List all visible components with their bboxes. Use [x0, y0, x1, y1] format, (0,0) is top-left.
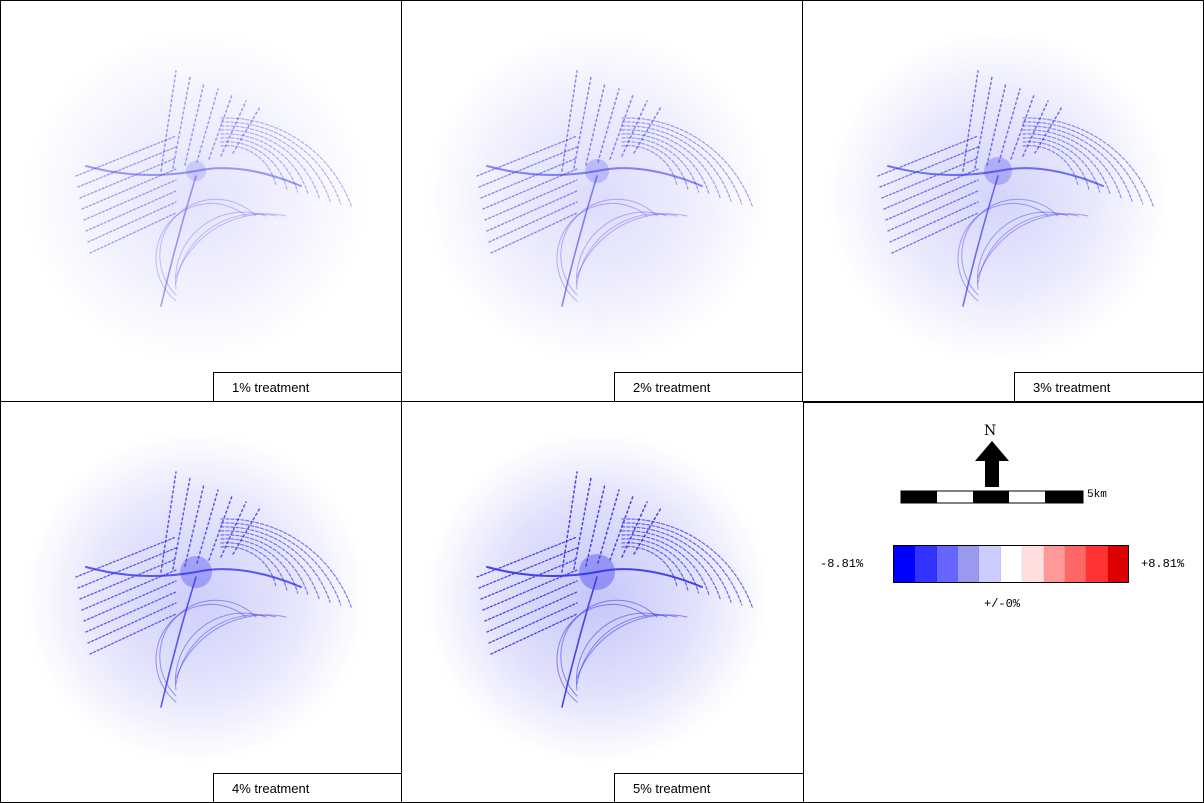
color-swatch: [915, 546, 937, 582]
scale-bar: [900, 490, 1084, 504]
map-image-5: [427, 432, 767, 762]
scale-label: 5km: [1087, 489, 1107, 501]
legend-panel: N 5km -8.81% +8.81% +/-0%: [803, 402, 1204, 803]
caption-1: 1% treatment: [213, 372, 402, 401]
color-swatch: [1107, 546, 1128, 582]
color-swatch: [1000, 546, 1023, 582]
caption-2: 2% treatment: [614, 372, 803, 401]
color-swatch: [936, 546, 959, 582]
caption-3: 3% treatment: [1014, 372, 1203, 401]
color-bar: [893, 545, 1129, 583]
map-panel-5: 5% treatment: [401, 401, 804, 803]
north-arrow-icon: [975, 441, 1009, 487]
map-image-1: [26, 31, 366, 361]
color-swatch: [1064, 546, 1087, 582]
color-swatch: [1022, 546, 1044, 582]
legend-min-label: -8.81%: [820, 557, 864, 571]
color-swatch: [958, 546, 980, 582]
color-swatch: [894, 546, 916, 582]
caption-4: 4% treatment: [213, 773, 402, 802]
caption-5: 5% treatment: [614, 773, 803, 802]
map-panel-2: 2% treatment: [401, 0, 804, 402]
map-panel-4: 4% treatment: [0, 401, 403, 803]
map-image-4: [26, 432, 366, 762]
legend-max-label: +8.81%: [1141, 557, 1185, 571]
color-swatch: [979, 546, 1001, 582]
map-panel-1: 1% treatment: [0, 0, 403, 402]
north-label: N: [984, 423, 997, 439]
map-image-2: [427, 31, 767, 361]
map-panel-3: 3% treatment: [802, 0, 1204, 402]
map-image-3: [828, 31, 1168, 361]
color-swatch: [1086, 546, 1108, 582]
color-swatch: [1043, 546, 1065, 582]
legend-mid-label: +/-0%: [984, 597, 1021, 611]
